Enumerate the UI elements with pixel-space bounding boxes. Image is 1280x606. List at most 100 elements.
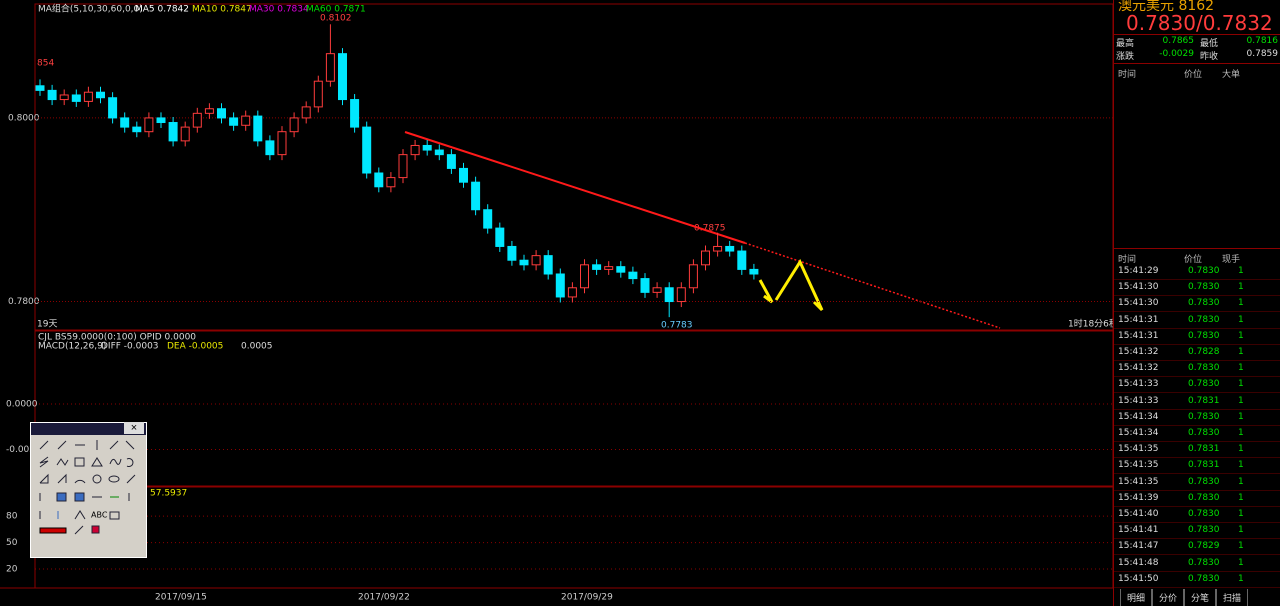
- trade-time: 15:41:33: [1118, 395, 1159, 406]
- candle-body: [713, 245, 723, 252]
- trade-price: 0.7830: [1188, 314, 1220, 325]
- tab[interactable]: 扫描: [1216, 589, 1249, 606]
- trade-time: 15:41:50: [1118, 573, 1159, 584]
- trade-time: 15:41:30: [1118, 298, 1159, 309]
- big-order-header: 时间 价位 大单: [1114, 63, 1280, 80]
- trade-volume: 1: [1238, 460, 1244, 471]
- candle-body: [688, 264, 698, 289]
- trade-row: 15:41:35 0.7830 1: [1114, 474, 1280, 491]
- tool-rect[interactable]: [74, 457, 85, 467]
- trade-row: 15:41:41 0.7830 1: [1114, 522, 1280, 540]
- tool-curve[interactable]: [109, 458, 122, 465]
- tool-wave[interactable]: [56, 458, 69, 466]
- main-panel: [34, 3, 1113, 331]
- tool-color[interactable]: [39, 527, 67, 534]
- trade-row: 15:41:35 0.7831 1: [1114, 441, 1280, 459]
- trade-price: 0.7830: [1188, 266, 1220, 276]
- trade-time: 15:41:34: [1118, 411, 1159, 422]
- candle-body: [313, 80, 323, 108]
- candle-body: [604, 266, 614, 270]
- tool-angle[interactable]: [39, 473, 49, 484]
- candle-body: [555, 273, 565, 298]
- candle-body: [592, 264, 602, 270]
- trade-volume: 1: [1238, 314, 1244, 325]
- trade-row: 15:41:47 0.7829 1: [1114, 538, 1280, 556]
- candle-body: [132, 126, 142, 133]
- drawing-toolbox[interactable]: ×: [30, 422, 147, 558]
- trade-time: 15:41:47: [1118, 541, 1159, 552]
- stat-value: 0.7865: [1162, 36, 1195, 46]
- candle-body: [120, 117, 130, 128]
- tool-fib[interactable]: [56, 492, 67, 502]
- forecast-arrow: [758, 279, 774, 304]
- tool-circle[interactable]: [92, 474, 102, 484]
- y-tick-label: 80: [6, 512, 18, 522]
- trade-time: 15:41:34: [1118, 428, 1159, 438]
- candle-body: [289, 117, 299, 133]
- candle-body: [241, 115, 251, 126]
- candle-body: [277, 131, 287, 156]
- tool-ellipse[interactable]: [108, 475, 120, 483]
- tool-text[interactable]: ABC: [91, 511, 108, 520]
- tab[interactable]: 分笔: [1184, 589, 1217, 606]
- trade-price: 0.7830: [1188, 492, 1220, 503]
- candle-body: [338, 53, 347, 101]
- tool-channel[interactable]: [39, 456, 49, 468]
- ma-legend: MA30 0.7834: [249, 5, 309, 15]
- trade-volume: 1: [1238, 492, 1244, 503]
- candle-body: [471, 181, 481, 211]
- trade-row: 15:41:48 0.7830 1: [1114, 555, 1280, 572]
- trade-volume: 1: [1238, 266, 1244, 276]
- y-tick-label: 0.8000: [8, 113, 40, 123]
- tool-brush[interactable]: [74, 525, 84, 535]
- candle-body: [676, 287, 686, 303]
- candle-body: [229, 117, 239, 126]
- ma-legend: MA5 0.7842: [135, 5, 189, 15]
- y-tick-label: 20: [6, 565, 18, 575]
- candle-body: [616, 266, 626, 273]
- trade-row: 15:41:31 0.7830 1: [1114, 328, 1280, 345]
- trade-price: 0.7830: [1188, 411, 1220, 422]
- tool-arrow-down[interactable]: [125, 440, 135, 450]
- tool-triangle[interactable]: [91, 457, 103, 467]
- tool-style[interactable]: [91, 525, 100, 534]
- tool-arrow[interactable]: [109, 440, 119, 450]
- candle-body: [398, 154, 408, 179]
- trade-price: 0.7828: [1188, 347, 1220, 357]
- trade-price: 0.7830: [1188, 298, 1220, 309]
- candle-body: [83, 91, 93, 102]
- candle-body: [664, 287, 674, 303]
- tab[interactable]: 分价: [1152, 589, 1185, 606]
- cjl-label: CJL BS59.0000(0:100) OPID 0.0000: [38, 333, 196, 343]
- candle-body: [495, 227, 505, 247]
- trade-row: 15:41:30 0.7830 1: [1114, 279, 1280, 297]
- trade-volume: 1: [1238, 395, 1244, 406]
- tool-line[interactable]: [39, 440, 49, 450]
- macd-panel: [34, 330, 1113, 487]
- tool-fan[interactable]: [74, 479, 86, 484]
- macd-dea: DEA -0.0005: [167, 342, 223, 352]
- tool-fib-fan[interactable]: [126, 474, 136, 484]
- tool-gold[interactable]: [74, 492, 85, 502]
- tab[interactable]: 明细: [1120, 589, 1153, 606]
- trade-volume: 1: [1238, 525, 1244, 536]
- candle-body: [265, 140, 275, 156]
- candle-body: [725, 245, 735, 252]
- tool-gann[interactable]: [57, 473, 67, 484]
- tool-arc[interactable]: [126, 458, 134, 467]
- kdj-value: 57.5937: [150, 489, 187, 499]
- trade-time: 15:41:29: [1118, 266, 1159, 276]
- bid-ask: 0.7830/0.7832: [1126, 11, 1273, 35]
- close-button[interactable]: ×: [124, 422, 144, 434]
- trade-volume: 1: [1238, 509, 1244, 519]
- column-header: 现手: [1222, 255, 1241, 265]
- annotation: 854: [37, 59, 54, 69]
- candle-body: [567, 287, 577, 298]
- tool-box[interactable]: [109, 511, 120, 520]
- candle-body: [652, 287, 662, 293]
- tool-up-mark[interactable]: [74, 510, 86, 520]
- candle-body: [59, 94, 69, 101]
- tool-ray[interactable]: [57, 440, 67, 450]
- toolbox-titlebar: ×: [31, 422, 146, 435]
